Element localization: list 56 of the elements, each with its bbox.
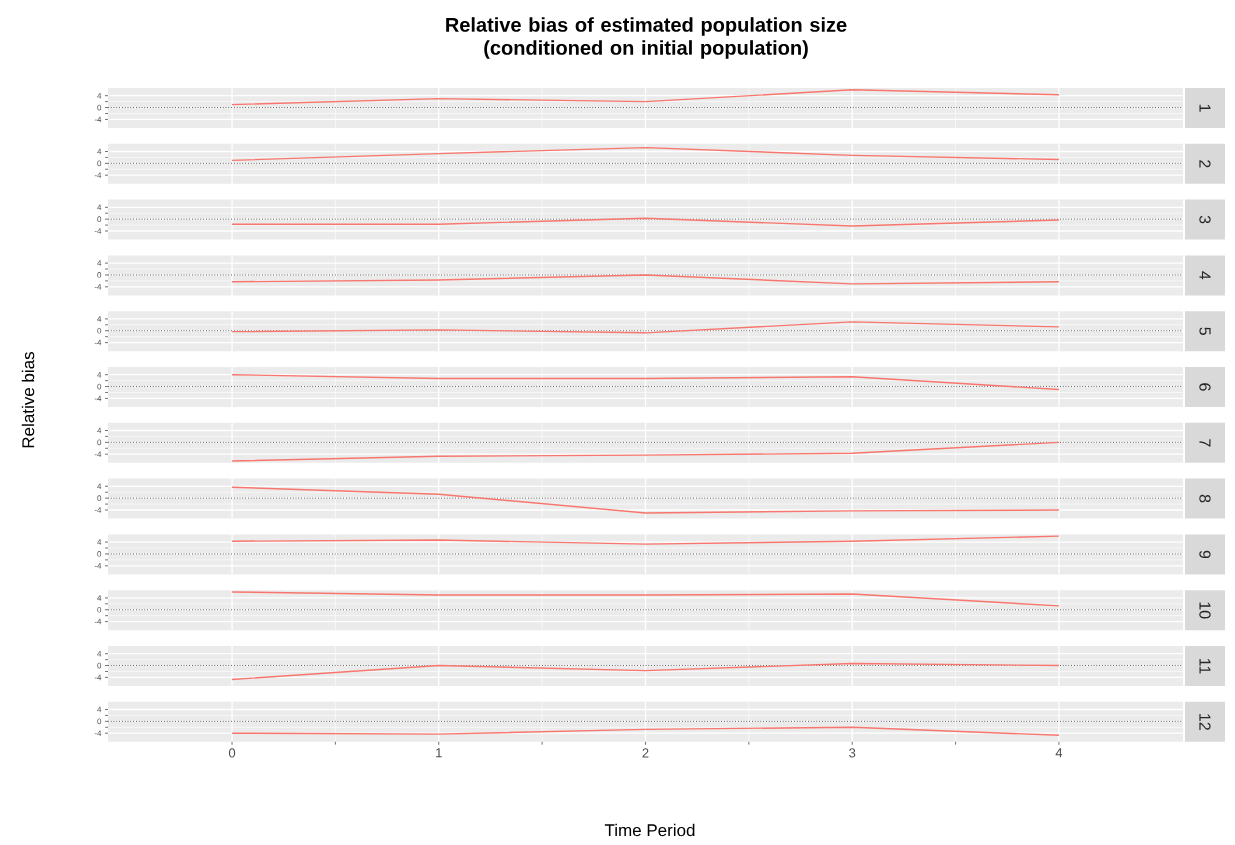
y-tick-label: 4 xyxy=(97,427,102,434)
y-tick-label: 4 xyxy=(97,260,102,266)
y-tick-label: 0 xyxy=(97,662,102,669)
x-tick-label: 0 xyxy=(228,748,236,758)
y-tick-label: -4 xyxy=(94,116,102,123)
y-tick-label: 4 xyxy=(97,371,102,378)
chart-title: Relative bias of estimated population size (conditioned on initial population) xyxy=(446,17,847,59)
text: 3 xyxy=(1199,215,1211,224)
y-tick-label: -4 xyxy=(94,451,102,457)
y-axis-title: Relative bias xyxy=(21,351,35,448)
x-tick-label: 2 xyxy=(642,748,649,758)
text: 5 xyxy=(1199,327,1211,335)
y-tick-label: 4 xyxy=(97,539,102,545)
x-tick-label: 3 xyxy=(849,748,856,758)
y-tick-label: -4 xyxy=(94,395,102,402)
y-tick-label: -4 xyxy=(94,228,102,234)
y-tick-label: 0 xyxy=(97,439,102,446)
text: 1 xyxy=(1199,104,1211,112)
y-tick-label: -4 xyxy=(94,618,102,625)
y-tick-label: 4 xyxy=(97,483,102,490)
x-tick-label: 4 xyxy=(1055,748,1063,758)
y-tick-label: -4 xyxy=(94,339,102,346)
y-tick-label: 0 xyxy=(97,606,102,613)
x-tick-label: 1 xyxy=(436,748,442,758)
y-tick-label: 4 xyxy=(97,148,102,155)
y-tick-label: -4 xyxy=(94,284,102,290)
y-tick-label: -4 xyxy=(94,507,102,513)
text: 2 xyxy=(1199,160,1211,168)
y-tick-label: 0 xyxy=(97,327,102,334)
y-tick-label: 0 xyxy=(97,383,102,390)
y-tick-label: 0 xyxy=(97,495,102,501)
y-tick-label: 0 xyxy=(97,216,102,222)
text: 11 xyxy=(1199,658,1211,674)
y-tick-label: -4 xyxy=(94,674,102,681)
text: 10 xyxy=(1199,602,1211,619)
y-tick-label: 4 xyxy=(97,204,102,211)
text: 12 xyxy=(1199,714,1211,730)
y-tick-label: 4 xyxy=(97,706,102,713)
y-tick-label: 0 xyxy=(97,160,102,167)
y-tick-label: -4 xyxy=(94,730,102,736)
y-tick-label: 0 xyxy=(97,551,102,557)
y-tick-label: -4 xyxy=(94,563,102,569)
x-axis-title: Time Period xyxy=(604,823,695,837)
text: 4 xyxy=(1199,271,1211,280)
y-tick-label: 0 xyxy=(97,104,102,111)
y-tick-label: 4 xyxy=(97,316,102,322)
text: 8 xyxy=(1199,494,1211,503)
text: 7 xyxy=(1199,439,1211,447)
y-tick-label: 4 xyxy=(97,595,102,601)
text: 6 xyxy=(1199,383,1211,391)
y-tick-label: -4 xyxy=(94,172,102,178)
y-tick-label: 4 xyxy=(97,92,102,99)
y-tick-label: 4 xyxy=(97,650,102,657)
y-tick-label: 0 xyxy=(97,718,102,725)
text: 9 xyxy=(1199,550,1211,559)
y-tick-label: 0 xyxy=(97,272,102,278)
